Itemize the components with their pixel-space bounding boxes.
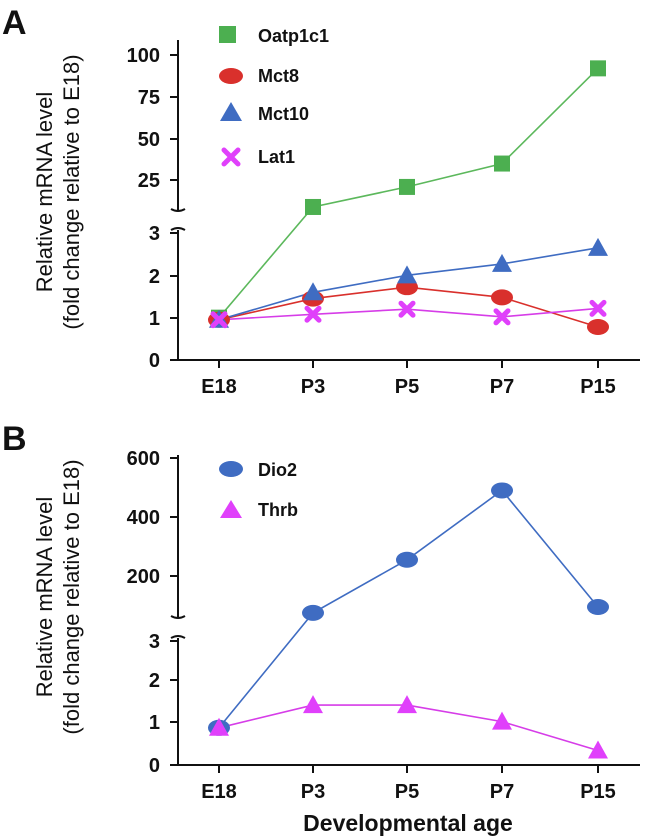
panel-b-letter: B: [2, 420, 27, 458]
panel-a-xtick-label: P7: [490, 376, 514, 398]
panel-a-xtick-label: P15: [580, 376, 616, 398]
data-point-dio2-p7: [491, 482, 513, 499]
panel-b-xtick-label: P7: [490, 781, 514, 803]
panel-b-ytick-label: 2: [149, 670, 160, 692]
panel-a-ytick-label: 2: [149, 266, 160, 288]
data-point-thrb-p7: [492, 711, 512, 730]
x-axis-title: Developmental age: [303, 810, 513, 836]
panel-a-ytick-label: 3: [149, 223, 160, 245]
panel-b-legend: Dio2 Thrb: [219, 460, 298, 520]
panel-a-ylabel-line1: Relative mRNA level: [32, 92, 57, 293]
data-point-mct8-p7: [491, 289, 513, 306]
legend-x-icon: [221, 147, 241, 167]
panel-a-ytick-label: 1: [149, 308, 160, 330]
legend-triangle-icon: [220, 500, 242, 518]
panel-b-plot: [208, 482, 609, 759]
panel-a-xtick-label: P5: [395, 376, 419, 398]
series-line-dio2: [218, 489, 599, 729]
data-point-thrb-p3: [303, 695, 323, 714]
panel-b-ytick-label: 1: [149, 712, 160, 734]
data-point-thrb-p5: [397, 695, 417, 714]
panel-b-xtick-label: E18: [201, 781, 237, 803]
legend-ellipse-icon: [219, 68, 243, 84]
panel-b-ytick-label: 600: [127, 448, 160, 470]
panel-a-ylabel-line2: (fold change relative to E18): [59, 54, 84, 329]
panel-b-ylabel: Relative mRNA level (fold change relativ…: [32, 459, 84, 734]
data-point-lat1-p5: [398, 300, 416, 318]
legend-label: Lat1: [258, 147, 295, 167]
panel-a-xtick-label: P3: [301, 376, 325, 398]
legend-triangle-icon: [220, 102, 242, 121]
data-point-lat1-e18: [210, 311, 228, 329]
data-point-oatp1c1-p5: [399, 178, 415, 195]
legend-label: Thrb: [258, 500, 298, 520]
panel-b-ytick-label: 400: [127, 507, 160, 529]
panel-a-ytick-label: 75: [138, 87, 160, 109]
panel-a-ytick-label: 100: [127, 45, 160, 67]
data-point-mct10-p5: [397, 265, 417, 284]
data-point-dio2-p3: [302, 604, 324, 621]
data-point-mct10-p3: [303, 282, 323, 301]
data-point-dio2-p15: [587, 598, 609, 615]
data-point-oatp1c1-p7: [494, 155, 510, 172]
data-point-oatp1c1-p3: [305, 198, 321, 215]
panel-b-ylabel-line1: Relative mRNA level: [32, 497, 57, 698]
legend-label: Mct10: [258, 104, 309, 124]
panel-b-axis-break-upper: [170, 615, 186, 619]
legend-label: Oatp1c1: [258, 26, 329, 46]
legend-label: Dio2: [258, 460, 297, 480]
data-point-mct8-p15: [587, 318, 609, 335]
panel-a-letter: A: [2, 4, 27, 42]
panel-a-ytick-label: 50: [138, 129, 160, 151]
panel-a-ytick-label: 0: [149, 350, 160, 372]
legend-ellipse-icon: [219, 461, 243, 477]
legend-label: Mct8: [258, 66, 299, 86]
panel-a-xtick-label: E18: [201, 376, 237, 398]
data-point-lat1-p7: [493, 308, 511, 326]
panel-b-axis-break-lower: [170, 635, 186, 639]
panel-b-ytick-label: 3: [149, 631, 160, 653]
panel-a-plot: [208, 60, 609, 335]
panel-a-axis-break-lower: [170, 227, 186, 231]
panel-b-ylabel-line2: (fold change relative to E18): [59, 459, 84, 734]
data-point-dio2-p5: [396, 551, 418, 568]
data-point-lat1-p3: [304, 305, 322, 323]
panel-a-legend: Oatp1c1 Mct8 Mct10 Lat1: [219, 26, 329, 167]
panel-b-ytick-label: 200: [127, 566, 160, 588]
panel-b-xtick-label: P3: [301, 781, 325, 803]
panel-b-xtick-label: P5: [395, 781, 419, 803]
panel-a: A Relative mRNA level (fold change relat…: [2, 4, 640, 398]
data-point-thrb-e18: [209, 717, 229, 736]
panel-b-ytick-label: 0: [149, 755, 160, 777]
data-point-thrb-p15: [588, 740, 608, 759]
data-point-mct10-p7: [492, 253, 512, 272]
data-point-oatp1c1-p15: [590, 60, 606, 77]
panel-a-axis-break-upper: [170, 208, 186, 212]
legend-square-icon: [219, 26, 236, 43]
panel-a-ytick-label: 25: [138, 170, 160, 192]
panel-b-xtick-label: P15: [580, 781, 616, 803]
panel-a-ylabel: Relative mRNA level (fold change relativ…: [32, 54, 84, 329]
data-point-mct10-p15: [588, 237, 608, 256]
data-point-lat1-p15: [589, 299, 607, 317]
panel-b: B Relative mRNA level (fold change relat…: [2, 420, 640, 836]
